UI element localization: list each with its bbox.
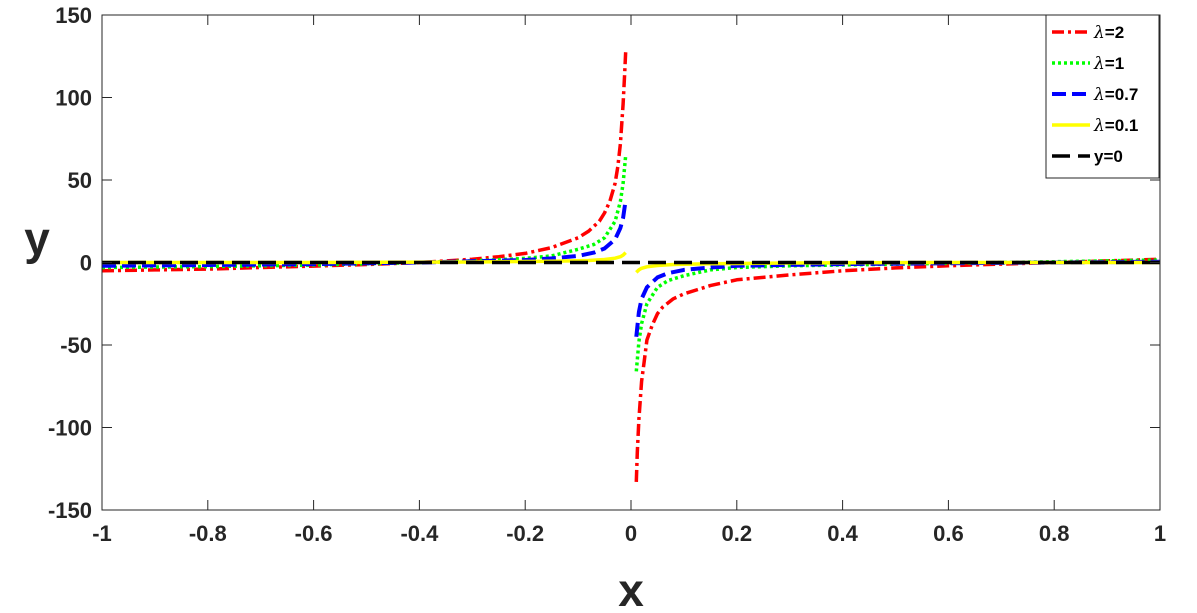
x-tick-label: 0.8 <box>1039 521 1070 546</box>
y-axis-title: y <box>24 213 50 265</box>
legend-box <box>1045 14 1160 179</box>
series-line-lambda-0-7-right <box>634 259 1160 338</box>
x-tick-label: -0.8 <box>189 521 227 546</box>
x-axis-ticks: -1 -0.8 -0.6 -0.4 -0.2 0 0.2 0.4 0.6 0.8 1 <box>92 15 1166 546</box>
y-tick-label: 100 <box>55 86 92 111</box>
x-tick-label: -0.2 <box>506 521 544 546</box>
legend-label-lambda-1: λ=1 <box>1093 54 1124 74</box>
x-tick-label: 0.4 <box>827 521 858 546</box>
x-tick-label: 0.6 <box>933 521 964 546</box>
x-tick-label: -0.6 <box>295 521 333 546</box>
y-tick-label: -150 <box>48 498 92 523</box>
legend-label-y-0: y=0 <box>1094 147 1123 166</box>
x-tick-label: 0.2 <box>722 521 753 546</box>
series-layer <box>102 51 1160 482</box>
y-tick-label: 50 <box>68 168 92 193</box>
y-tick-label: 0 <box>80 251 92 276</box>
x-tick-label: -0.4 <box>400 521 439 546</box>
y-tick-label: -100 <box>48 416 92 441</box>
y-tick-label: -50 <box>60 333 92 358</box>
plot-area: -1 -0.8 -0.6 -0.4 -0.2 0 0.2 0.4 0.6 0.8 1 150 100 5… <box>48 3 1166 546</box>
x-axis-title: x <box>618 564 644 613</box>
x-tick-label: 0 <box>625 521 637 546</box>
legend-label-lambda-0-7: λ=0.7 <box>1093 85 1138 105</box>
legend-label-lambda-2: λ=2 <box>1093 23 1124 43</box>
x-tick-label: 1 <box>1154 521 1166 546</box>
x-tick-label: -1 <box>92 521 112 546</box>
y-axis-ticks: 150 100 50 0 -50 -100 -150 <box>48 3 1160 523</box>
legend: λ=2 λ=1 λ=0.7 λ=0.1 y=0 <box>1045 14 1160 179</box>
y-tick-label: 150 <box>55 3 92 28</box>
legend-label-lambda-0-1: λ=0.1 <box>1093 116 1138 136</box>
